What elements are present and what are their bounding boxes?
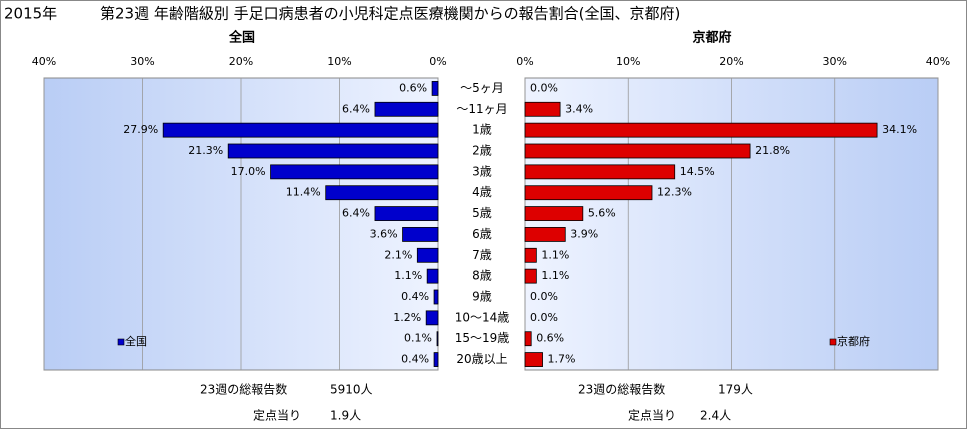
category-label: 1歳 [472, 123, 492, 137]
legend-swatch [829, 338, 837, 346]
category-label: 3歳 [472, 164, 492, 178]
x-tick-label: 40% [32, 55, 56, 68]
x-tick-label: 0% [516, 55, 533, 68]
value-label: 1.1% [541, 269, 569, 282]
legend-swatch [117, 338, 125, 346]
bar [426, 268, 439, 284]
category-label: 9歳 [472, 290, 492, 304]
value-label: 0.0% [530, 290, 558, 303]
value-label: 0.6% [536, 332, 564, 345]
x-tick-label: 10% [327, 55, 351, 68]
category-label: 4歳 [472, 185, 492, 199]
summary-label: 定点当り [253, 408, 301, 423]
category-label: 15～19歳 [455, 331, 510, 345]
value-label: 3.9% [570, 227, 598, 240]
category-label: ～11ヶ月 [456, 102, 507, 116]
x-tick-label: 30% [130, 55, 154, 68]
value-label: 5.6% [588, 207, 616, 220]
category-label: 10～14歳 [455, 310, 510, 324]
category-label: 7歳 [472, 248, 492, 262]
bar [524, 352, 543, 367]
bar [227, 143, 439, 159]
category-label: 5歳 [472, 206, 492, 220]
category-label: 8歳 [472, 269, 492, 283]
value-label: 1.2% [393, 311, 421, 324]
bar [325, 185, 439, 201]
value-label: 1.7% [548, 353, 576, 366]
value-label: 1.1% [541, 248, 569, 261]
summary-label: 定点当り [628, 408, 676, 423]
value-label: 34.1% [882, 123, 917, 136]
bar [524, 268, 537, 284]
bar [524, 122, 878, 138]
value-label: 3.4% [565, 102, 593, 115]
year-label: 2015年 [4, 5, 57, 23]
bar [374, 101, 439, 117]
value-label: 1.1% [394, 269, 422, 282]
bar [425, 310, 439, 326]
bar [524, 164, 676, 180]
summary-value: 1.9人 [330, 409, 361, 423]
category-label: ～5ヶ月 [460, 81, 504, 95]
x-tick-label: 0% [429, 55, 446, 68]
bar [524, 101, 561, 117]
value-label: 0.4% [401, 353, 429, 366]
value-label: 0.4% [401, 290, 429, 303]
x-tick-label: 20% [229, 55, 253, 68]
value-label: 6.4% [342, 207, 370, 220]
bar [270, 164, 439, 180]
bar [524, 227, 566, 242]
x-tick-label: 30% [823, 55, 847, 68]
value-label: 14.5% [680, 165, 715, 178]
bar [524, 331, 532, 347]
category-label: 2歳 [472, 144, 492, 158]
bar [374, 206, 439, 221]
panel-title: 京都府 [692, 30, 731, 46]
bar [433, 352, 439, 367]
category-label: 20歳以上 [456, 352, 507, 366]
value-label: 27.9% [123, 123, 158, 136]
bar [162, 122, 439, 138]
bar [524, 247, 537, 263]
x-tick-label: 10% [616, 55, 640, 68]
value-label: 0.6% [399, 81, 427, 94]
bar [524, 206, 584, 221]
legend-label: 全国 [125, 334, 147, 348]
bar [436, 331, 439, 347]
value-label: 17.0% [231, 165, 266, 178]
bar [524, 185, 653, 201]
value-label: 0.1% [404, 332, 432, 345]
value-label: 6.4% [342, 102, 370, 115]
bar [402, 227, 439, 242]
summary-value: 179人 [718, 383, 753, 397]
x-tick-label: 20% [719, 55, 743, 68]
legend-label: 京都府 [837, 334, 870, 348]
summary-label: 23週の総報告数 [578, 382, 665, 397]
summary-label: 23週の総報告数 [200, 382, 287, 397]
value-label: 0.0% [530, 81, 558, 94]
category-label: 6歳 [472, 227, 492, 241]
value-label: 12.3% [657, 186, 692, 199]
value-label: 11.4% [286, 186, 321, 199]
summary-value: 5910人 [330, 383, 373, 397]
summary-value: 2.4人 [700, 409, 731, 423]
bar [416, 247, 439, 263]
value-label: 3.6% [370, 227, 398, 240]
x-tick-label: 40% [926, 55, 950, 68]
value-label: 21.3% [188, 144, 223, 157]
bar [524, 143, 751, 159]
panel-title: 全国 [228, 30, 255, 46]
value-label: 0.0% [530, 311, 558, 324]
bar [431, 81, 439, 96]
bar [433, 289, 439, 305]
value-label: 21.8% [755, 144, 790, 157]
chart-title: 第23週 年齢階級別 手足口病患者の小児科定点医療機関からの報告割合(全国、京都… [100, 5, 680, 23]
value-label: 2.1% [384, 248, 412, 261]
